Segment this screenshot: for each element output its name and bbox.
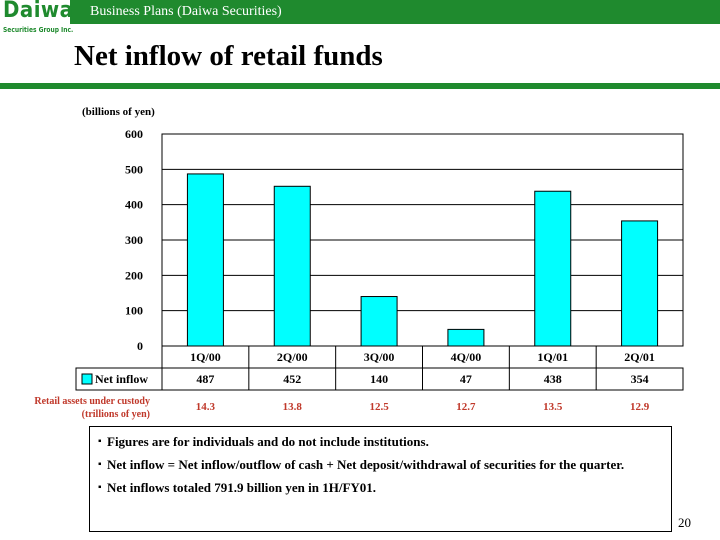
custody-value: 13.5 — [543, 401, 563, 413]
logo-subtitle: Securities Group Inc. — [3, 26, 74, 34]
y-tick-label: 400 — [125, 198, 143, 212]
y-tick-label: 200 — [125, 268, 143, 282]
bar — [621, 220, 659, 347]
custody-value: 12.9 — [629, 401, 650, 413]
bullet-icon: ▪ — [98, 436, 102, 447]
x-category-label: 3Q/00 — [364, 350, 395, 364]
data-label: 47 — [460, 372, 472, 386]
y-tick-label: 100 — [125, 304, 143, 318]
bar — [360, 296, 398, 347]
note-item: ▪ Net inflows totaled 791.9 billion yen … — [98, 478, 663, 497]
custody-label-line1: Retail assets under custody — [34, 396, 150, 407]
custody-value: 13.8 — [282, 401, 302, 413]
bullet-icon: ▪ — [98, 482, 102, 493]
note-item: ▪ Net inflow = Net inflow/outflow of cas… — [98, 455, 663, 474]
note-text: Figures are for individuals and do not i… — [107, 434, 429, 449]
y-tick-label: 600 — [125, 127, 143, 141]
legend-swatch — [81, 373, 93, 385]
data-label: 487 — [196, 372, 214, 386]
legend-label: Net inflow — [95, 372, 148, 386]
bar — [273, 185, 311, 347]
x-category-label: 2Q/01 — [624, 350, 655, 364]
bullet-icon: ▪ — [98, 459, 102, 470]
custody-value: 14.3 — [195, 401, 216, 413]
header-band: Business Plans (Daiwa Securities) — [70, 0, 720, 24]
notes-box: ▪ Figures are for individuals and do not… — [89, 426, 672, 532]
bar — [186, 173, 224, 347]
note-item: ▪ Figures are for individuals and do not… — [98, 432, 663, 451]
y-tick-label: 500 — [125, 162, 143, 176]
table-data-row — [75, 367, 684, 391]
logo-wordmark: Daiwa — [3, 0, 74, 23]
y-tick-label: 300 — [125, 233, 143, 247]
bar — [534, 190, 572, 347]
page-title: Net inflow of retail funds — [74, 40, 383, 72]
bar — [447, 328, 485, 347]
note-text: Net inflow = Net inflow/outflow of cash … — [107, 457, 625, 472]
data-label: 140 — [370, 372, 388, 386]
custody-value: 12.5 — [369, 401, 389, 413]
data-label: 452 — [283, 372, 301, 386]
x-category-label: 4Q/00 — [451, 350, 482, 364]
y-tick-label: 0 — [137, 339, 143, 353]
y-axis-unit-label: (billions of yen) — [82, 106, 155, 118]
x-category-label: 1Q/01 — [537, 350, 568, 364]
net-inflow-chart: 0 100 200 300 400 500 600 1Q/00 487 2Q/00 452 3Q/00… — [75, 127, 684, 391]
x-category-label: 2Q/00 — [277, 350, 308, 364]
page-number: 20 — [678, 515, 691, 530]
x-category-label: 1Q/00 — [190, 350, 221, 364]
data-label: 438 — [544, 372, 562, 386]
custody-label-line2: (trillions of yen) — [81, 409, 150, 420]
title-divider — [0, 83, 720, 89]
company-logo: Daiwa Securities Group Inc. — [0, 0, 74, 40]
data-label: 354 — [631, 372, 649, 386]
custody-value: 12.7 — [456, 401, 476, 413]
header-band-text: Business Plans (Daiwa Securities) — [90, 4, 282, 19]
note-text: Net inflows totaled 791.9 billion yen in… — [107, 480, 377, 495]
custody-label: Retail assets under custody (trillions o… — [34, 395, 150, 421]
